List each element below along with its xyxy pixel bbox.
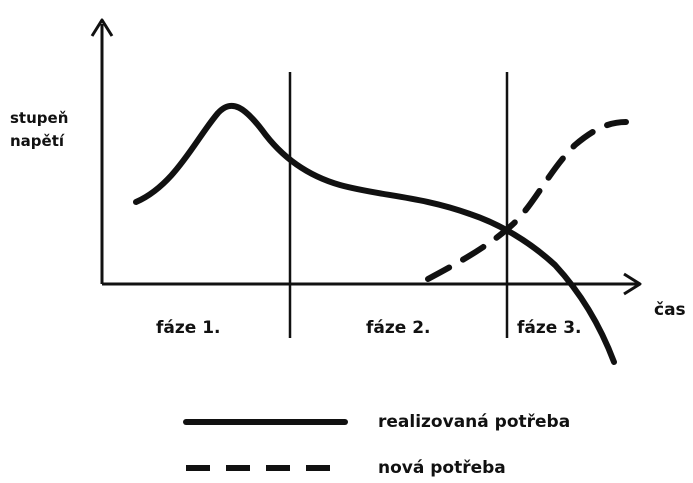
y-axis-label-line-1: stupeň: [10, 109, 68, 127]
x-axis-arrowhead: [623, 272, 642, 296]
new-need-curve: [425, 119, 629, 282]
legend-dashed-label: nová potřeba: [378, 458, 506, 478]
y-axis-label-line-2: napětí: [10, 132, 65, 150]
x-axis-label: čas: [654, 300, 686, 320]
legend-solid-label: realizovaná potřeba: [378, 412, 570, 432]
realized-need-curve: [133, 102, 617, 365]
phase-label-1: fáze 1.: [156, 318, 221, 338]
y-axis-arrowhead: [90, 18, 114, 37]
phase-label-2: fáze 2.: [366, 318, 431, 338]
phase-label-3: fáze 3.: [517, 318, 582, 338]
